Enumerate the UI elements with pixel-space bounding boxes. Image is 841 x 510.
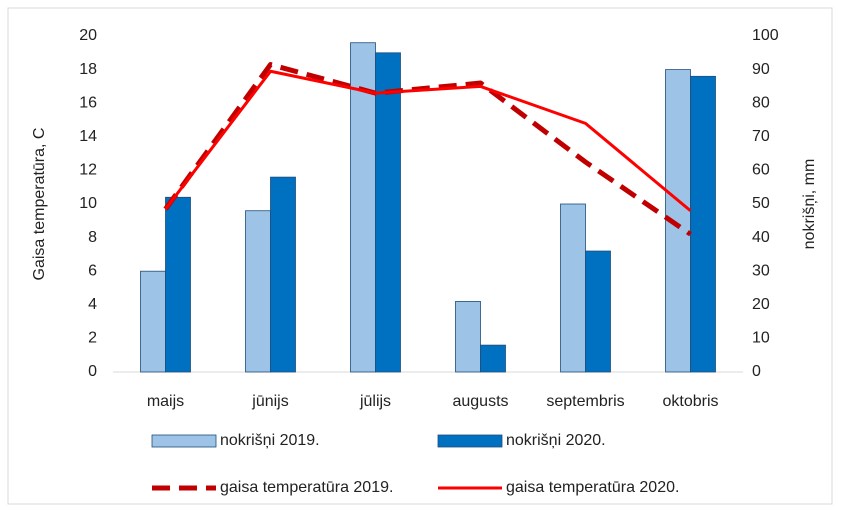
legend-swatch <box>437 434 503 448</box>
y-tick-label: 16 <box>79 94 97 111</box>
x-tick-label: jūlijs <box>359 393 391 410</box>
bar <box>245 210 271 373</box>
x-tick-label: augusts <box>452 393 508 410</box>
x-tick-label: oktobris <box>662 393 718 410</box>
y-tick-label: 0 <box>88 363 97 380</box>
y2-tick-label: 10 <box>752 330 770 347</box>
y-tick-label: 8 <box>88 229 97 246</box>
y-tick-label: 18 <box>79 61 97 78</box>
x-tick-label: maijs <box>147 393 184 410</box>
y-tick-label: 6 <box>88 262 97 279</box>
y2-tick-label: 90 <box>752 61 770 78</box>
y-tick-label: 2 <box>88 330 97 347</box>
y2-tick-label: 0 <box>752 363 761 380</box>
x-tick-label: septembris <box>546 393 624 410</box>
y2-tick-label: 20 <box>752 296 770 313</box>
y-tick-label: 10 <box>79 195 97 212</box>
y-tick-label: 4 <box>88 296 97 313</box>
bar <box>375 52 401 373</box>
y-tick-label: 20 <box>79 27 97 44</box>
y2-axis-label: nokrišņi, mm <box>801 159 818 250</box>
y2-tick-label: 30 <box>752 262 770 279</box>
y2-tick-label: 80 <box>752 94 770 111</box>
y-tick-label: 12 <box>79 162 97 179</box>
legend-label: gaisa temperatūra 2020. <box>506 479 679 496</box>
bar <box>455 301 481 373</box>
bar <box>270 176 296 373</box>
x-tick-label: jūnijs <box>251 393 288 410</box>
bar <box>165 196 191 373</box>
bar <box>585 250 611 373</box>
legend-label: gaisa temperatūra 2019. <box>220 479 393 496</box>
bar <box>350 42 376 373</box>
y2-tick-label: 100 <box>752 27 779 44</box>
legend-swatch <box>151 434 217 448</box>
line-series <box>164 69 692 212</box>
bar <box>560 203 586 373</box>
y-axis-label: Gaisa temperatūra, C <box>31 128 48 281</box>
y2-tick-label: 70 <box>752 128 770 145</box>
bar <box>140 270 166 373</box>
bar <box>480 344 506 373</box>
legend-label: nokrišņi 2020. <box>506 432 606 449</box>
line-series <box>163 62 692 237</box>
bar <box>690 75 716 373</box>
y2-tick-label: 40 <box>752 229 770 246</box>
y2-tick-label: 60 <box>752 162 770 179</box>
y-tick-label: 14 <box>79 128 97 145</box>
y2-tick-label: 50 <box>752 195 770 212</box>
legend-label: nokrišņi 2019. <box>220 432 320 449</box>
